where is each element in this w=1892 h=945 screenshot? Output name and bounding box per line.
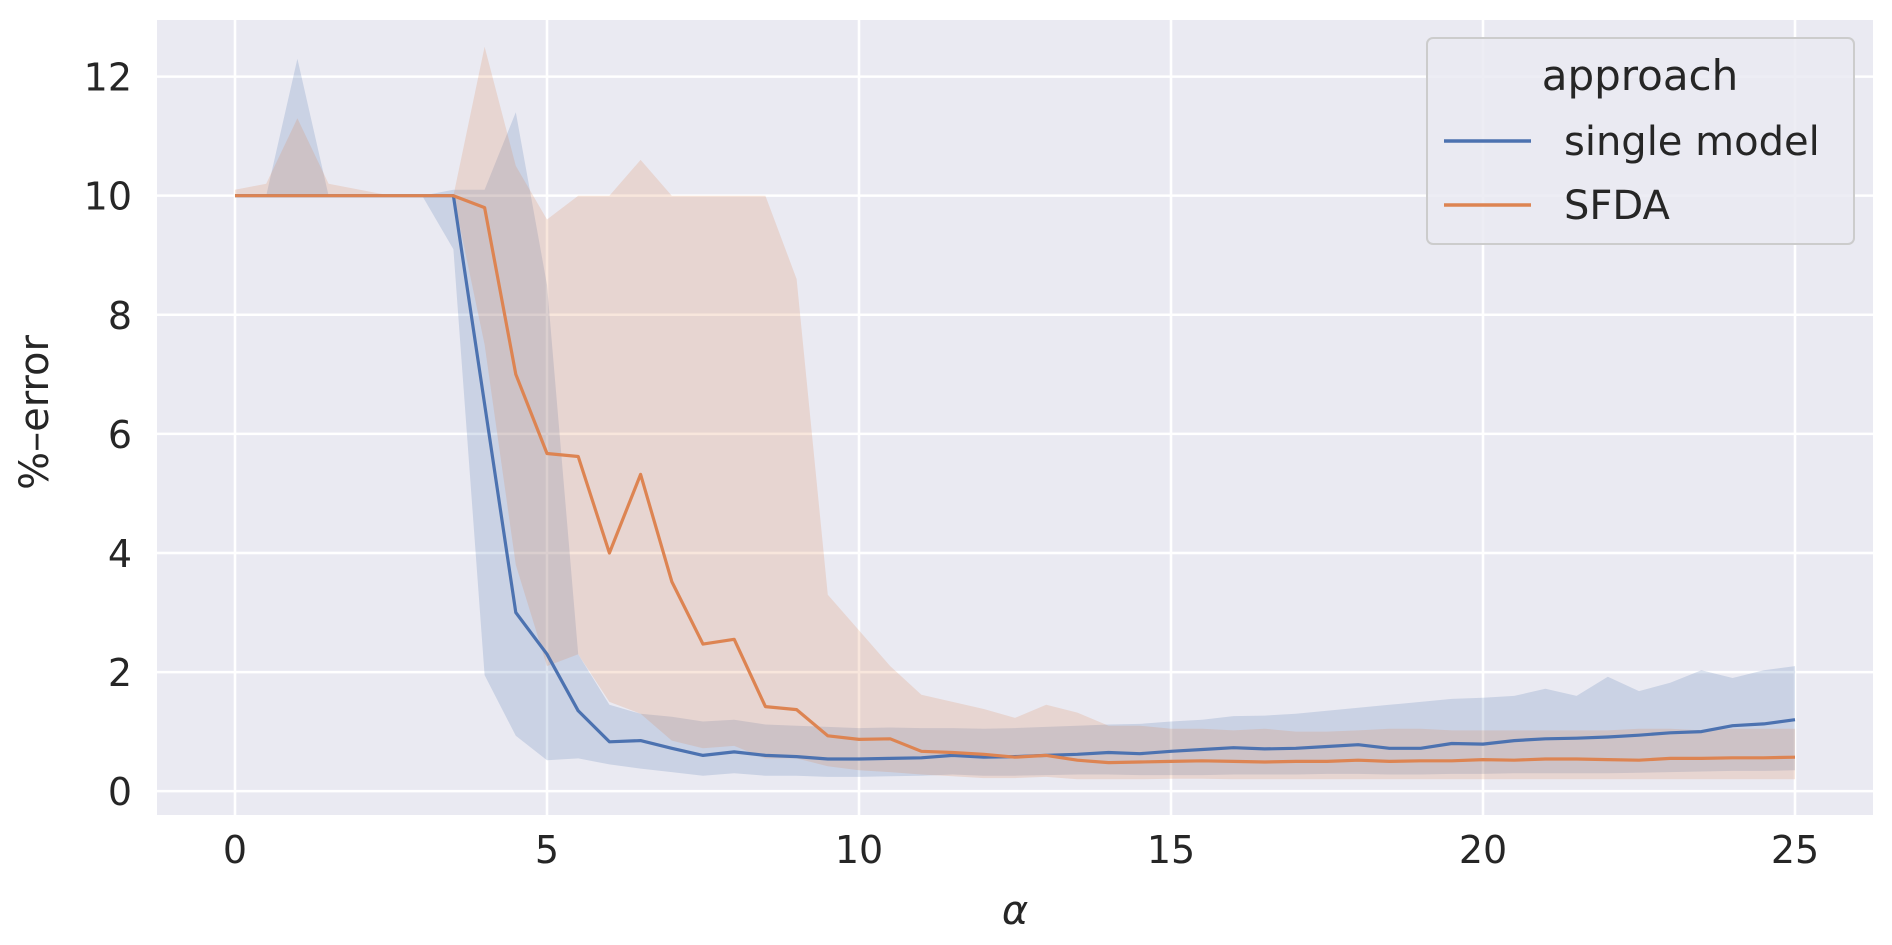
y-tick-label: 8 bbox=[108, 294, 132, 338]
y-tick-label: 2 bbox=[108, 651, 132, 695]
confidence-bands bbox=[235, 46, 1795, 780]
y-tick-label: 0 bbox=[108, 770, 132, 814]
series-lines bbox=[235, 194, 1796, 765]
legend: approach single model SFDA bbox=[1426, 37, 1855, 245]
y-tick-label: 12 bbox=[84, 56, 132, 100]
legend-title: approach bbox=[1542, 51, 1739, 100]
confidence-band-sfda bbox=[235, 46, 1795, 780]
x-tick-label: 25 bbox=[1771, 828, 1819, 872]
x-tick-label: 0 bbox=[223, 828, 247, 872]
y-tick-label: 6 bbox=[108, 413, 132, 457]
legend-label-sfda: SFDA bbox=[1564, 183, 1670, 229]
x-axis-label: α bbox=[1002, 888, 1028, 934]
x-tick-label: 10 bbox=[835, 828, 883, 872]
y-tick-label: 10 bbox=[84, 175, 132, 219]
grid-lines bbox=[157, 20, 1873, 815]
confidence-band-single-model bbox=[235, 58, 1795, 777]
x-tick-label: 15 bbox=[1147, 828, 1195, 872]
x-tick-label: 5 bbox=[535, 828, 559, 872]
series-line-sfda bbox=[235, 194, 1796, 765]
tick-labels: 0 5 10 15 20 25 0 2 4 6 8 10 12 bbox=[84, 56, 1820, 872]
y-tick-label: 4 bbox=[108, 532, 132, 576]
y-axis-label: %–error bbox=[12, 335, 58, 490]
legend-box bbox=[1426, 37, 1855, 245]
legend-label-single-model: single model bbox=[1564, 119, 1820, 165]
x-tick-label: 20 bbox=[1459, 828, 1507, 872]
